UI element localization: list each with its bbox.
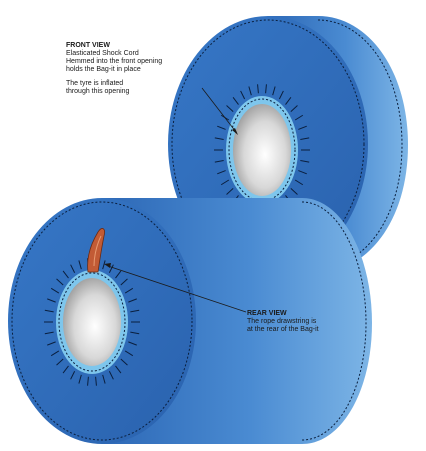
rear-view-title: REAR VIEW (247, 310, 287, 317)
gather-line (70, 264, 76, 273)
gather-line (47, 298, 56, 303)
rear-bag-rear-rim-stitch (301, 201, 367, 441)
front-bag-shock-cord-stitch (228, 98, 296, 202)
front-bag-gather-lines (214, 84, 310, 216)
front-view-leader-line (201, 87, 237, 133)
rear-view-line-2: at the rear of the Bag-it (247, 326, 319, 333)
gather-line (108, 264, 114, 273)
front-view-line-2: Hemmed into the front opening (66, 58, 163, 65)
front-view-note-line-2: through this opening (66, 88, 130, 95)
rear-bag-opening-hole (63, 278, 121, 366)
gather-line (278, 90, 284, 100)
gather-line (298, 125, 307, 130)
gather-line (108, 371, 114, 380)
gather-line (50, 350, 60, 357)
gather-line (226, 105, 234, 112)
gather-line (50, 287, 60, 294)
gather-line (62, 270, 69, 279)
gather-line (95, 376, 97, 386)
gather-line (128, 341, 137, 346)
front-view-leader-arrowhead (232, 128, 238, 135)
rear-view-line-1: The rope drawstring is (247, 318, 317, 325)
gather-line (220, 179, 230, 186)
rear-view-bag (8, 198, 372, 444)
gather-line (47, 341, 56, 346)
rope-drawstring-highlight (93, 235, 102, 267)
gather-line (257, 84, 259, 94)
gather-line (290, 188, 298, 195)
gather-line (78, 374, 82, 384)
gather-line (70, 371, 76, 380)
gather-line (56, 278, 64, 286)
gather-line (217, 170, 226, 175)
gather-line (294, 114, 304, 121)
gather-line (232, 97, 239, 105)
gather-line (115, 365, 122, 374)
rear-view-leader-line (107, 265, 247, 313)
gather-line (214, 137, 224, 141)
gather-line (44, 331, 54, 335)
gather-line (87, 376, 89, 386)
gather-line (115, 270, 122, 279)
front-view-note-line-1: The tyre is inflated (66, 80, 124, 87)
rear-bag-face-stitch (11, 201, 193, 441)
gather-line (294, 179, 304, 186)
gather-line (300, 159, 310, 163)
gather-line (214, 159, 224, 163)
gather-line (226, 188, 234, 195)
gather-line (102, 260, 106, 270)
gather-line (298, 170, 307, 175)
gather-line (102, 374, 106, 384)
gather-line (130, 309, 140, 313)
gather-line (130, 331, 140, 335)
rear-bag-shock-cord-stitch (58, 272, 126, 372)
gather-line (272, 86, 276, 96)
gather-line (124, 350, 134, 357)
gather-line (285, 97, 292, 105)
gather-line (240, 90, 246, 100)
gather-line (56, 358, 64, 366)
rear-view-annotation: REAR VIEW The rope drawstring is at the … (247, 310, 319, 334)
gather-line (265, 84, 267, 94)
front-bag-opening-hole (233, 104, 291, 196)
gather-line (62, 365, 69, 374)
front-view-title: FRONT VIEW (66, 42, 110, 49)
gather-line (44, 309, 54, 313)
gather-line (128, 298, 137, 303)
front-view-line-3: holds the Bag-it in place (66, 66, 141, 73)
gather-line (300, 137, 310, 141)
gather-line (217, 125, 226, 130)
gather-line (248, 86, 252, 96)
gather-line (120, 358, 128, 366)
rear-view-leader-arrowhead (104, 263, 111, 268)
gather-line (78, 260, 82, 270)
front-view-line-1: Elasticated Shock Cord (66, 50, 139, 57)
gather-line (120, 278, 128, 286)
front-view-annotation: FRONT VIEW Elasticated Shock Cord Hemmed… (66, 42, 162, 96)
gather-line (124, 287, 134, 294)
gather-line (290, 105, 298, 112)
